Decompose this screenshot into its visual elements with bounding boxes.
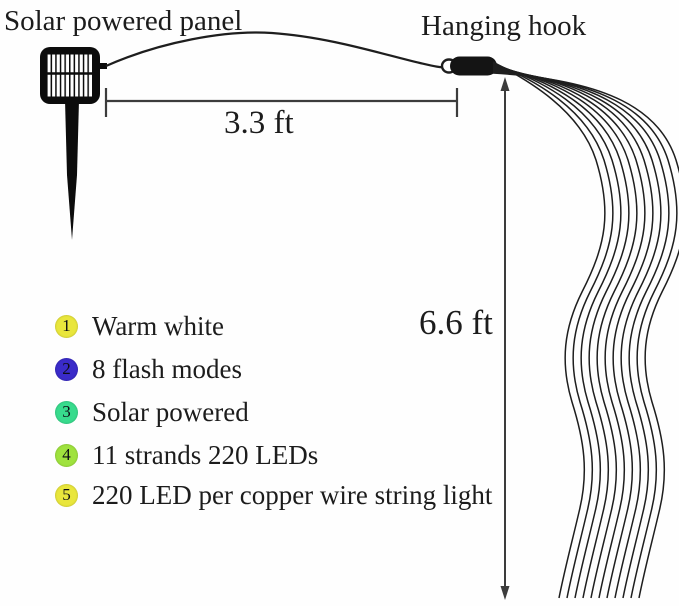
solar-panel-cells [47,54,93,97]
connection-wire [105,31,447,69]
height-measurement-label: 6.6 ft [419,303,493,342]
light-strand [492,64,630,599]
hanging-hook-label: Hanging hook [421,10,587,42]
feature-item: 2 8 flash modes [55,353,242,384]
feature-2-badge: 2 [55,357,78,381]
feature-item: 1 Warm white [55,310,225,341]
feature-1-label: Warm white [92,310,225,341]
light-strand [492,65,638,599]
feature-4-badge: 4 [55,443,78,467]
solar-panel-illustration [40,47,107,240]
arrow-down-icon [500,586,510,600]
ground-stake [65,100,79,240]
feature-item: 5 220 LED per copper wire string light [55,479,493,510]
feature-item: 4 11 strands 220 LEDs [55,439,319,470]
light-strand [492,72,679,599]
feature-3-badge: 3 [55,400,78,424]
feature-5-badge: 5 [55,483,78,507]
light-strand [492,67,654,599]
feature-3-label: Solar powered [92,396,249,427]
width-measurement-label: 3.3 ft [224,105,294,141]
light-strand [492,71,678,599]
light-strand [492,63,622,599]
height-measurement-line [500,77,510,600]
light-strand [492,62,614,599]
light-strand [492,68,662,599]
feature-2-label: 8 flash modes [92,353,242,384]
feature-1-badge: 1 [55,314,78,338]
feature-5-label: 220 LED per copper wire string light [92,479,493,510]
light-strand [492,70,670,599]
connector-body [450,56,497,76]
light-strand [492,61,606,599]
solar-panel-label: Solar powered panel [4,5,243,37]
arrow-up-icon [500,77,510,91]
hanging-hook-connector [440,56,497,76]
light-strand [492,66,646,599]
panel-plug-tab [97,63,107,69]
feature-4-label: 11 strands 220 LEDs [92,439,319,470]
feature-item: 3 Solar powered [55,396,249,427]
light-strands [492,61,679,599]
width-measurement-line [104,88,459,117]
